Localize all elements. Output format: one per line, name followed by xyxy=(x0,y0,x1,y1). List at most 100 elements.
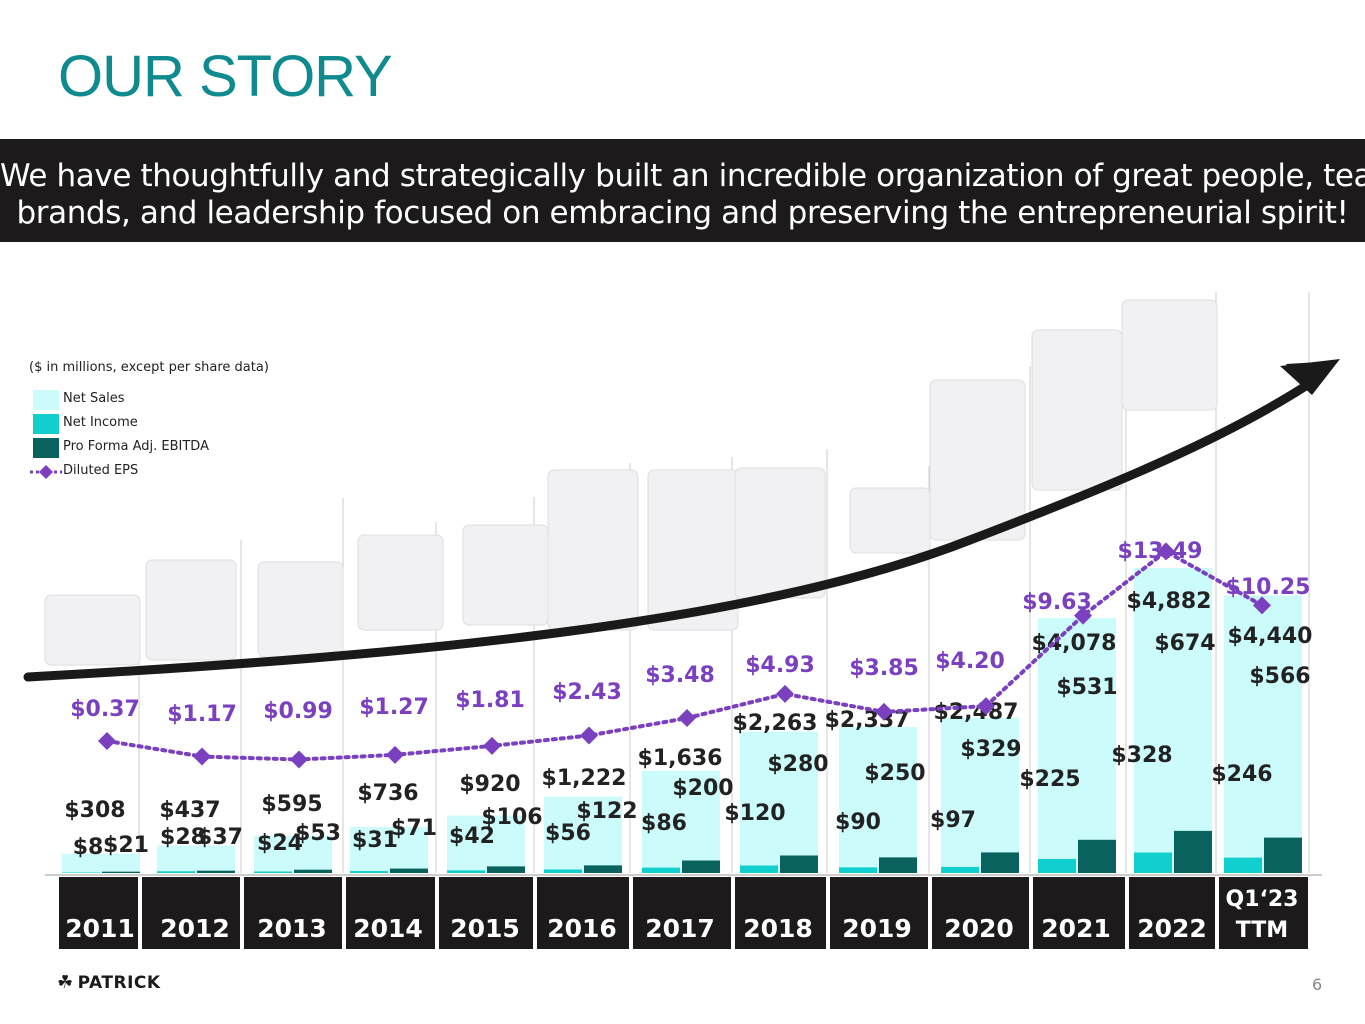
net-income-label: $86 xyxy=(641,811,687,836)
eps-marker xyxy=(193,747,211,766)
eps-label: $13.49 xyxy=(1118,539,1203,564)
eps-marker xyxy=(875,702,893,721)
growth-arrow-head xyxy=(1280,359,1340,395)
net-sales-bar xyxy=(1038,618,1116,873)
net-income-label: $97 xyxy=(930,808,976,833)
acquisition-logos xyxy=(547,469,639,631)
net-income-bar xyxy=(544,869,582,873)
net-income-bar xyxy=(447,870,485,873)
eps-marker xyxy=(1157,542,1175,561)
eps-label: $0.37 xyxy=(70,697,140,722)
net-income-label: $31 xyxy=(352,828,398,853)
company-logo: ☘ PATRICK xyxy=(57,972,161,993)
year-label: 2015 xyxy=(450,914,520,943)
eps-marker xyxy=(776,684,794,703)
legend-swatch xyxy=(33,414,59,434)
year-label: TTM xyxy=(1236,918,1288,943)
net-sales-label: $595 xyxy=(261,792,322,817)
net-income-bar xyxy=(254,871,292,873)
year-label: 2020 xyxy=(944,914,1014,943)
year-box xyxy=(59,877,138,949)
acquisition-logos xyxy=(257,561,344,658)
net-income-label: $8 xyxy=(73,835,104,860)
growth-arrow xyxy=(23,373,1323,682)
legend-label: Pro Forma Adj. EBITDA xyxy=(63,439,209,454)
net-income-label: $246 xyxy=(1211,762,1272,787)
page-title: OUR STORY xyxy=(58,44,393,109)
acquisition-logos xyxy=(145,559,237,661)
ebitda-bar xyxy=(1174,830,1212,873)
year-label: 2014 xyxy=(353,914,423,943)
net-income-label: $90 xyxy=(835,810,881,835)
ebitda-label: $200 xyxy=(672,776,733,801)
acquisition-logos xyxy=(1121,299,1218,411)
net-sales-bar xyxy=(1134,567,1212,873)
net-sales-label: $4,882 xyxy=(1127,589,1212,614)
net-sales-label: $4,440 xyxy=(1228,624,1313,649)
year-box xyxy=(142,877,240,949)
acquisition-logos xyxy=(929,379,1026,541)
ebitda-label: $674 xyxy=(1154,631,1215,656)
net-sales-label: $2,263 xyxy=(733,711,818,736)
year-label: 2022 xyxy=(1137,914,1207,943)
net-sales-bar xyxy=(447,815,525,873)
legend-label: Net Sales xyxy=(63,391,125,406)
net-income-bar xyxy=(62,872,100,873)
year-label: 2011 xyxy=(65,914,135,943)
logo-text: PATRICK xyxy=(77,973,161,993)
net-income-bar xyxy=(1038,858,1076,873)
ebitda-label: $71 xyxy=(391,816,437,841)
ebitda-label: $280 xyxy=(767,752,828,777)
legend-note: ($ in millions, except per share data) xyxy=(29,360,269,375)
year-box xyxy=(830,877,928,949)
ebitda-label: $566 xyxy=(1249,664,1310,689)
acquisition-logos xyxy=(1031,329,1123,491)
net-sales-label: $308 xyxy=(64,798,125,823)
year-label: 2017 xyxy=(645,914,715,943)
ebitda-bar xyxy=(390,868,428,873)
net-income-label: $225 xyxy=(1019,767,1080,792)
year-box xyxy=(537,877,629,949)
net-sales-bar xyxy=(1224,595,1302,873)
net-income-label: $42 xyxy=(449,824,495,849)
net-income-label: $120 xyxy=(724,801,785,826)
ebitda-label: $329 xyxy=(960,737,1021,762)
eps-marker xyxy=(1253,596,1271,615)
ebitda-label: $37 xyxy=(197,825,243,850)
net-sales-bar xyxy=(941,717,1019,873)
acquisition-logos xyxy=(44,594,141,666)
eps-marker xyxy=(483,736,501,755)
year-box xyxy=(439,877,533,949)
ebitda-label: $53 xyxy=(295,821,341,846)
year-box xyxy=(1033,877,1125,949)
legend-swatch xyxy=(33,390,59,410)
acquisition-logos xyxy=(462,524,549,626)
net-sales-bar xyxy=(839,726,917,873)
ebitda-label: $122 xyxy=(576,799,637,824)
net-sales-bar xyxy=(62,853,140,873)
eps-label: $1.81 xyxy=(455,688,525,713)
ebitda-label: $531 xyxy=(1056,675,1117,700)
net-sales-label: $736 xyxy=(357,781,418,806)
net-income-label: $328 xyxy=(1111,743,1172,768)
net-income-label: $28 xyxy=(160,825,206,850)
year-box xyxy=(932,877,1029,949)
net-income-bar xyxy=(1134,852,1172,873)
eps-marker xyxy=(678,709,696,728)
tagline-line-2: brands, and leadership focused on embrac… xyxy=(16,195,1349,231)
net-sales-bar xyxy=(254,835,332,873)
ebitda-bar xyxy=(1264,837,1302,873)
legend-label: Diluted EPS xyxy=(63,463,139,478)
eps-marker xyxy=(580,726,598,745)
net-income-bar xyxy=(740,865,778,873)
year-box xyxy=(346,877,435,949)
net-income-bar xyxy=(157,871,195,873)
ebitda-bar xyxy=(584,865,622,873)
ebitda-bar xyxy=(981,852,1019,873)
ebitda-bar xyxy=(487,866,525,873)
net-income-bar xyxy=(839,867,877,873)
eps-label: $10.25 xyxy=(1226,575,1311,600)
net-sales-label: $1,222 xyxy=(542,766,627,791)
eps-label: $1.27 xyxy=(359,695,429,720)
